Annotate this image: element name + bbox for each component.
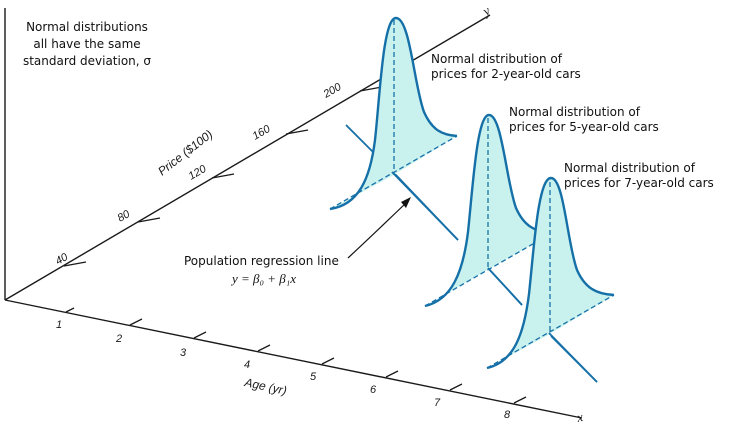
x-tick-3: [193, 331, 207, 339]
x-tick-8: [513, 396, 527, 404]
regression-overlay-2: [487, 267, 523, 306]
x-tick-2: [129, 318, 143, 326]
dist-7yr-label-line-2: prices for 7-year-old cars: [564, 176, 714, 190]
y-tick-120: [211, 173, 235, 179]
dist-2yr-label-line-2: prices for 2-year-old cars: [431, 67, 581, 81]
x-tick-4: [257, 344, 271, 352]
regression-formula: y = β₀ + β₁x: [230, 271, 296, 286]
x-tick-label-5: 5: [310, 371, 317, 383]
dist-5yr-label-line-1: Normal distribution of: [509, 105, 641, 119]
distribution-2yr: [329, 16, 458, 211]
x-tick-label-1: 1: [56, 319, 62, 331]
distribution-7yr: [486, 176, 615, 370]
x-tick-label-3: 3: [180, 347, 187, 359]
x-tick-6: [385, 370, 399, 378]
dist-5yr-label: Normal distribution of prices for 5-year…: [509, 105, 659, 134]
x-tick-1: [65, 307, 75, 313]
x-tick-label-2: 2: [115, 333, 122, 345]
y-tick-80: [137, 217, 161, 223]
regression-pointer: [347, 197, 411, 259]
x-tick-label-4: 4: [244, 359, 250, 371]
y-tick-40: [63, 261, 87, 267]
y-tick-160: [285, 129, 309, 135]
dist-2yr-label-line-1: Normal distribution of: [431, 52, 563, 66]
pointer-arrowhead: [401, 197, 411, 208]
sd-note: Normal distributions all have the same s…: [23, 20, 151, 68]
regression-overlay-3: [548, 332, 598, 383]
x-tick-5: [321, 357, 335, 365]
x-tick-label-8: 8: [504, 409, 511, 421]
regression-line-overlay: [391, 171, 598, 383]
distribution-2yr-curve: [329, 16, 458, 211]
x-axis-title: Age (yr): [242, 375, 288, 398]
dist-7yr-label-line-1: Normal distribution of: [564, 161, 696, 175]
regression-label: Population regression line y = β₀ + β₁x: [184, 254, 339, 286]
y-tick-label-80: 80: [116, 208, 133, 225]
distribution-7yr-curve: [486, 176, 615, 370]
y-tick-label-200: 200: [321, 81, 345, 102]
x-tick-7: [449, 383, 463, 391]
regression-overlay-1: [391, 171, 459, 241]
dist-7yr-label: Normal distribution of prices for 7-year…: [564, 161, 714, 190]
regression-label-text: Population regression line: [184, 254, 339, 268]
y-tick-label-120: 120: [187, 163, 210, 183]
y-tick-label-160: 160: [251, 123, 274, 143]
distribution-5yr-curve: [424, 113, 553, 308]
x-tick-label-7: 7: [434, 397, 441, 409]
x-axis-line: [4, 299, 583, 419]
dist-2yr-label: Normal distribution of prices for 2-year…: [431, 52, 581, 81]
pointer-line: [347, 201, 408, 259]
sd-note-line-3: standard deviation, σ: [23, 54, 151, 68]
dist-5yr-label-line-2: prices for 5-year-old cars: [509, 120, 659, 134]
y-tick-200: [359, 86, 383, 92]
x-tick-label-6: 6: [370, 384, 377, 396]
y-axis-ticks: 40 80 120 160 200 Price ($100): [54, 81, 383, 268]
y-axis-letter: y: [478, 3, 492, 20]
sd-note-line-1: Normal distributions: [26, 20, 148, 34]
x-axis-letter: x: [575, 409, 585, 425]
distribution-7yr-base: [486, 294, 615, 369]
sd-note-line-2: all have the same: [33, 37, 140, 51]
